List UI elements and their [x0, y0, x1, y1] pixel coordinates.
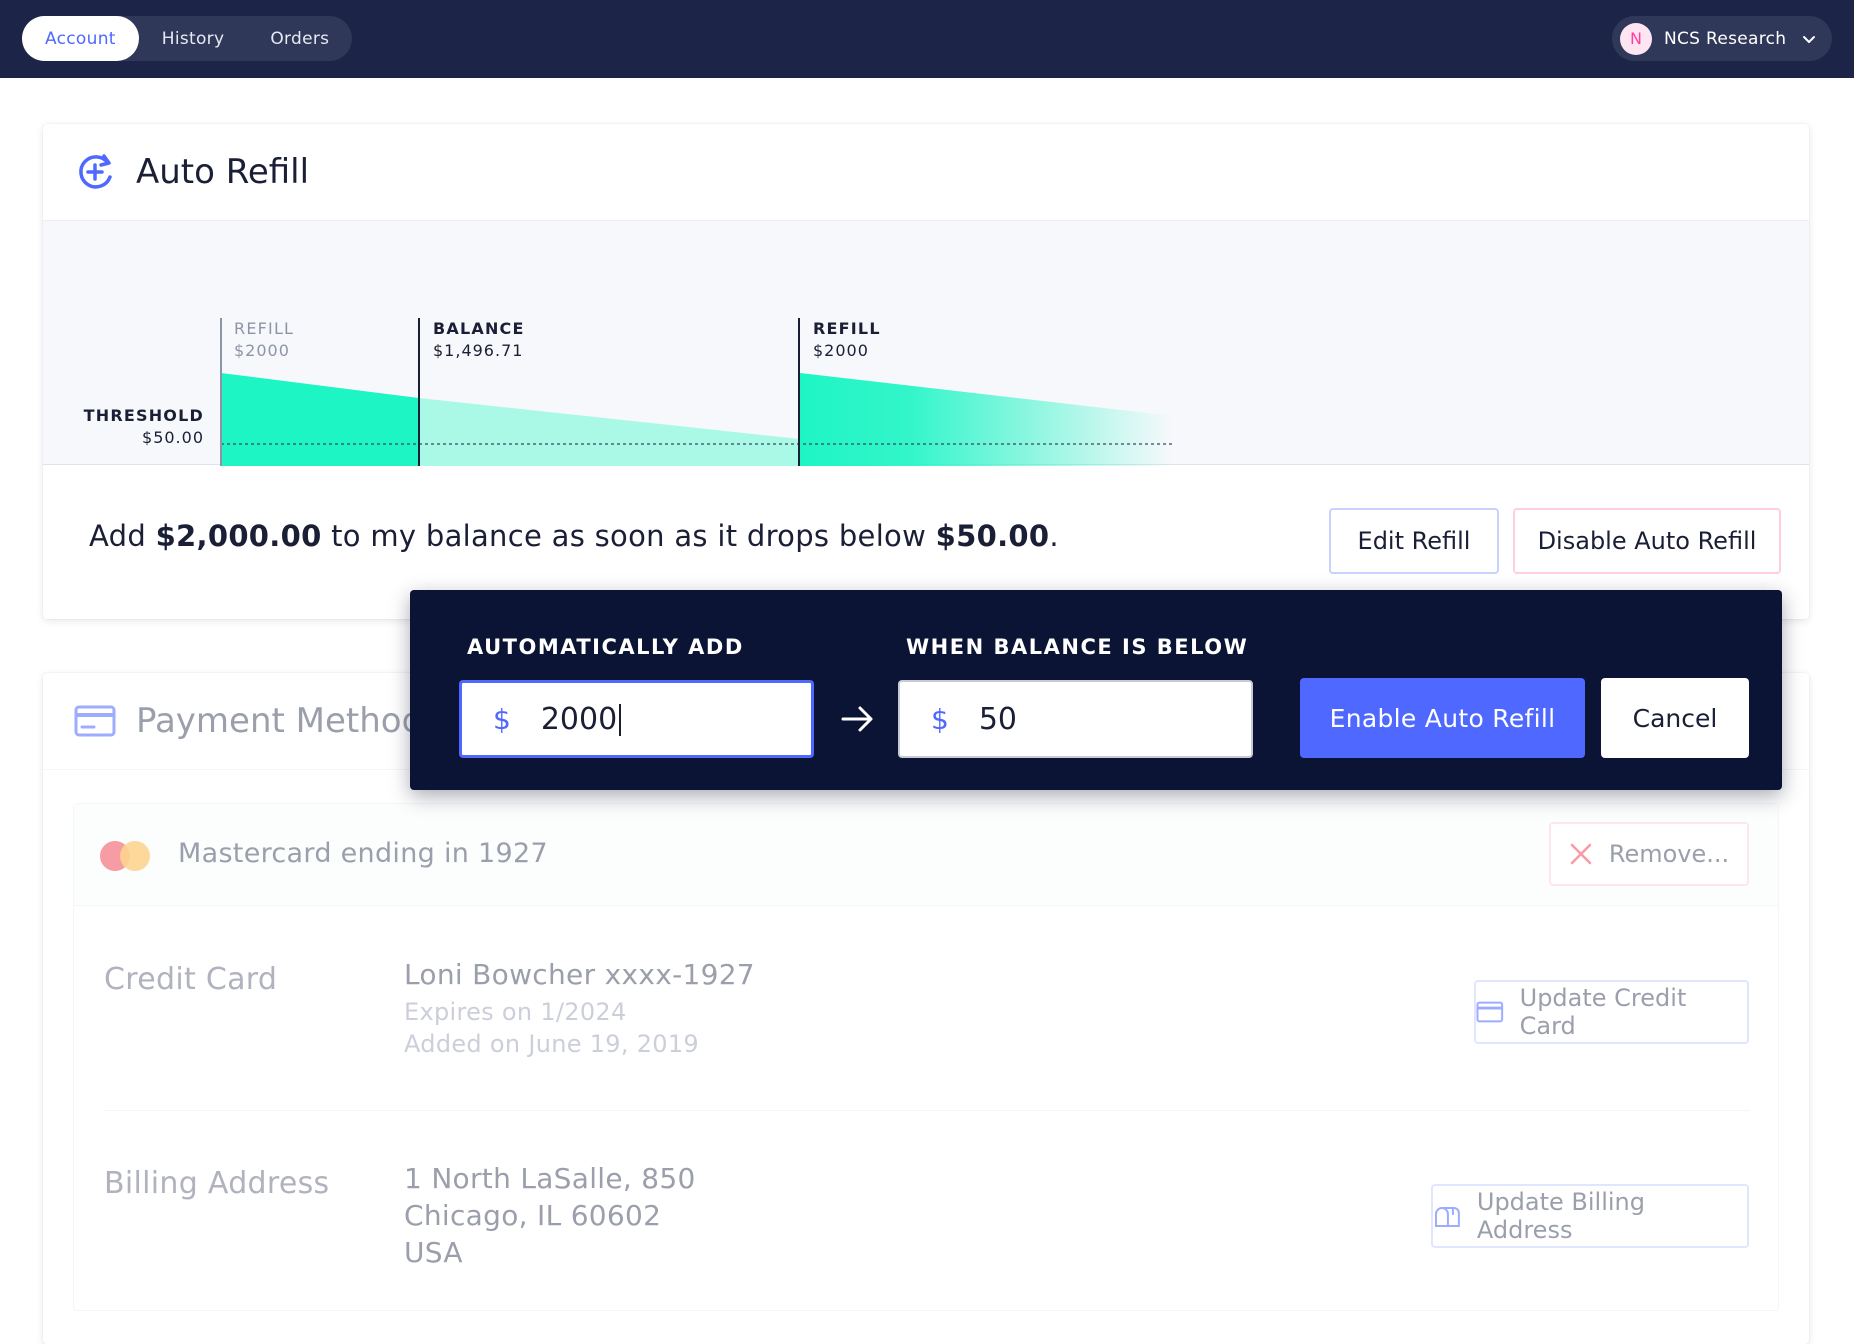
currency-symbol: $ [931, 702, 949, 736]
address-line-3: USA [404, 1236, 463, 1269]
payment-method-title: Payment Method [136, 701, 424, 741]
threshold-label: THRESHOLD [84, 406, 204, 425]
address-line-1: 1 North LaSalle, 850 [404, 1162, 696, 1195]
enable-auto-refill-button[interactable]: Enable Auto Refill [1300, 678, 1585, 758]
row-divider [104, 1110, 1750, 1111]
refill-segment-2 [800, 373, 1173, 466]
payment-method-box: Mastercard ending in 1927 Remove... Cred… [73, 803, 1779, 1311]
account-name: NCS Research [1664, 28, 1787, 49]
card-holder: Loni Bowcher xxxx-1927 [404, 958, 755, 991]
remove-card-label: Remove... [1608, 840, 1730, 868]
card-added-date: Added on June 19, 2019 [404, 1030, 699, 1058]
refill-segment-1 [221, 373, 419, 466]
update-billing-address-label: Update Billing Address [1476, 1188, 1646, 1244]
currency-symbol: $ [493, 702, 511, 736]
avatar: N [1620, 22, 1652, 55]
top-nav-bar: Account History Orders N NCS Research [0, 0, 1854, 78]
refill-amount-value: 2000 [540, 701, 622, 737]
remove-card-button[interactable]: Remove... [1549, 822, 1749, 886]
edit-refill-popover: AUTOMATICALLY ADD WHEN BALANCE IS BELOW … [410, 590, 1782, 790]
address-line-2: Chicago, IL 60602 [404, 1199, 662, 1232]
refill-amount-input[interactable]: $ 2000 [459, 680, 814, 758]
threshold-value: 50 [978, 701, 1018, 737]
auto-refill-title: Auto Refill [136, 152, 310, 192]
tab-orders[interactable]: Orders [270, 28, 330, 49]
text-caret [619, 704, 622, 736]
nav-tabs: Account History Orders [22, 16, 353, 61]
summary-middle: to my balance as soon as it drops below [331, 519, 927, 553]
marker-value-refill-next: $2000 [813, 341, 869, 360]
marker-value-refill: $2000 [234, 341, 290, 360]
update-credit-card-button[interactable]: Update Credit Card [1474, 980, 1749, 1044]
update-credit-card-label: Update Credit Card [1519, 984, 1687, 1040]
refill-cycle-icon [79, 154, 112, 189]
account-switcher[interactable]: N NCS Research [1612, 16, 1832, 61]
balance-below-label: WHEN BALANCE IS BELOW [906, 635, 1249, 659]
threshold-input[interactable]: $ 50 [898, 680, 1253, 758]
arrow-right-icon [841, 706, 873, 732]
refill-chart-svg: THRESHOLD $50.00 REFILL $2000 BALANCE $1… [84, 318, 1173, 466]
threshold-value: $50.00 [142, 428, 204, 447]
card-expiry: Expires on 1/2024 [404, 998, 627, 1026]
update-billing-address-button[interactable]: Update Billing Address [1431, 1184, 1749, 1248]
summary-suffix: . [1049, 519, 1059, 553]
summary-amount: $2,000.00 [155, 519, 322, 553]
credit-card-label: Credit Card [104, 962, 278, 997]
refill-chart: THRESHOLD $50.00 REFILL $2000 BALANCE $1… [43, 220, 1809, 466]
marker-label-refill-next: REFILL [813, 319, 881, 338]
tab-history[interactable]: History [161, 28, 225, 49]
credit-card-icon [74, 705, 116, 737]
marker-value-balance: $1,496.71 [433, 341, 523, 360]
projected-segment [419, 398, 799, 466]
cancel-button[interactable]: Cancel [1601, 678, 1749, 758]
close-icon [1570, 843, 1592, 865]
billing-address-label: Billing Address [104, 1166, 330, 1201]
card-name: Mastercard ending in 1927 [178, 838, 548, 869]
summary-prefix: Add [89, 519, 147, 553]
summary-threshold: $50.00 [935, 519, 1050, 553]
tab-account[interactable]: Account [22, 16, 139, 61]
marker-label-refill: REFILL [234, 319, 294, 338]
auto-refill-card: Auto Refill THRESHOLD $50.00 REFILL $200… [43, 124, 1809, 619]
payment-method-header: Payment Method [74, 699, 423, 743]
auto-refill-header: Auto Refill [74, 150, 309, 194]
disable-auto-refill-button[interactable]: Disable Auto Refill [1513, 508, 1781, 574]
refill-amount-text: 2000 [540, 701, 618, 737]
chevron-down-icon [1803, 36, 1815, 43]
edit-refill-button[interactable]: Edit Refill [1329, 508, 1499, 574]
card-summary-row: Mastercard ending in 1927 Remove... [74, 804, 1778, 906]
marker-label-balance: BALANCE [433, 319, 525, 338]
mailbox-icon [1434, 1207, 1460, 1227]
credit-card-icon [1476, 1001, 1504, 1023]
refill-summary: Add $2,000.00 to my balance as soon as i… [89, 519, 1059, 553]
mastercard-icon [100, 841, 150, 871]
auto-add-label: AUTOMATICALLY ADD [467, 635, 744, 659]
